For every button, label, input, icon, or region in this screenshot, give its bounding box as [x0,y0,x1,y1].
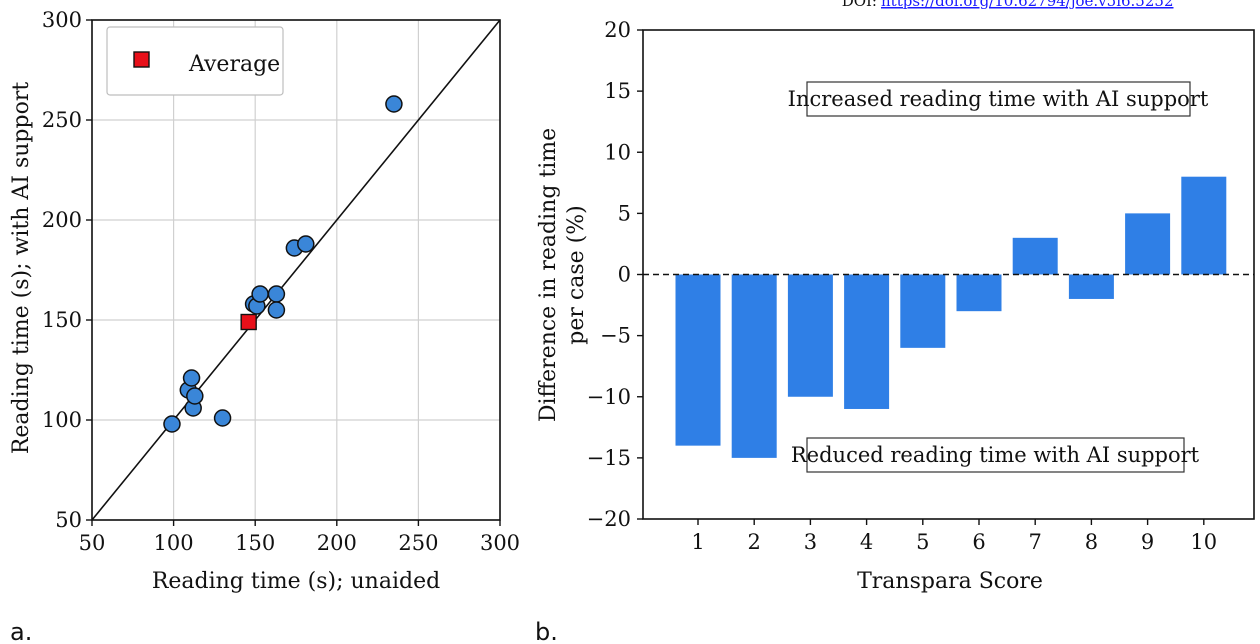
bar-y-tick-label: −5 [600,324,631,348]
scatter-y-label: Reading time (s); with AI support [9,82,34,455]
scatter-point [267,285,286,303]
bar-panel: −20 −15 −10 −5 0 5 10 15 20 1 2 3 4 5 6 7 8 9 10 Increased… [535,18,1255,644]
bar-score-8 [1068,274,1114,299]
bar-y-tick-label: 10 [604,140,631,164]
annotation-increased: Increased reading time with AI support [788,81,1209,117]
scatter-x-tick-label: 100 [154,531,194,555]
doi-header: DOI: https://doi.org/10.62794/joe.v5i6.5… [842,0,1174,10]
legend-box [106,26,284,96]
bar-x-label: Transpara Score [857,569,1043,594]
bar-x-tick-label: 7 [1029,530,1042,554]
bar-score-9 [1125,213,1171,275]
bar-y-label-line-1: Difference in reading time [536,128,561,422]
bar-y-tick-label: −15 [587,446,631,470]
scatter-plot-frame [91,19,501,521]
bar-x-tick-label: 10 [1190,530,1217,554]
bar-x-tick-label: 8 [1085,530,1098,554]
scatter-y-tick-label: 50 [55,508,82,532]
scatter-point [251,285,269,303]
scatter-points [163,95,403,433]
bar-score-1 [675,274,721,446]
bar-x-tick-label: 1 [691,530,704,554]
scatter-y-tick-label: 150 [42,308,82,332]
doi-prefix: DOI: [842,0,877,10]
bar-score-5 [900,274,946,348]
annotation-reduced: Reduced reading time with AI support [791,437,1200,473]
scatter-y-tick-label: 250 [42,108,82,132]
average-marker [240,313,257,331]
bar-score-6 [956,274,1002,312]
bar-x-tick-label: 9 [1141,530,1154,554]
scatter-y-tick-label: 200 [42,208,82,232]
bar-score-4 [844,274,890,409]
bar-x-tick-label: 3 [804,530,817,554]
annotation-reduced-box [806,437,1185,473]
scatter-point [186,387,204,405]
bar-series [675,176,1227,458]
scatter-point [163,415,181,433]
bar-y-tick-label: 0 [618,263,631,287]
identity-line [91,19,501,521]
annotation-increased-box [806,81,1191,117]
bar-y-tick-label: 5 [618,201,631,225]
annotation-reduced-text: Reduced reading time with AI support [791,443,1200,467]
scatter-point [385,95,403,113]
bar-score-3 [787,274,833,397]
scatter-x-tick-label: 300 [480,531,520,555]
scatter-point [267,301,286,319]
bar-y-tick-label: 20 [604,18,631,42]
bar-y-tick-label: −20 [587,507,631,531]
bar-y-label-line-2: per case (%) [564,205,589,344]
scatter-y-tick-label: 300 [42,8,82,32]
doi-link[interactable]: https://doi.org/10.62794/joe.v5i6.5252 [881,0,1174,10]
scatter-point [213,409,232,427]
scatter-axes-ticks: 50 100 150 200 250 300 50 100 150 200 250 300 [42,8,520,555]
scatter-x-tick-label: 150 [235,531,275,555]
legend-average-marker [133,51,150,68]
scatter-panel: 50 100 150 200 250 300 50 100 150 200 250 300 Avera… [9,8,520,644]
bar-x-tick-label: 2 [748,530,761,554]
bar-score-2 [731,274,777,458]
bar-x-tick-label: 5 [916,530,929,554]
scatter-x-tick-label: 50 [79,531,106,555]
scatter-x-tick-label: 200 [317,531,357,555]
scatter-x-label: Reading time (s); unaided [152,569,440,594]
bar-y-tick-label: 15 [604,79,631,103]
legend-average-label: Average [188,52,280,77]
scatter-point [297,235,315,253]
panel-b-letter: b. [535,618,558,644]
scatter-y-tick-label: 100 [42,408,82,432]
scatter-legend: Average [106,26,284,96]
bar-x-tick-label: 6 [972,530,985,554]
bar-score-7 [1012,237,1058,275]
bar-x-tick-label: 4 [860,530,873,554]
bar-axes-ticks: −20 −15 −10 −5 0 5 10 15 20 1 2 3 4 5 6 7 8 9 10 [587,18,1217,554]
bar-y-tick-label: −10 [587,385,631,409]
scatter-point [182,369,201,387]
annotation-increased-text: Increased reading time with AI support [788,87,1209,111]
scatter-x-tick-label: 250 [398,531,438,555]
panel-a-letter: a. [10,618,32,644]
bar-score-10 [1181,176,1227,275]
